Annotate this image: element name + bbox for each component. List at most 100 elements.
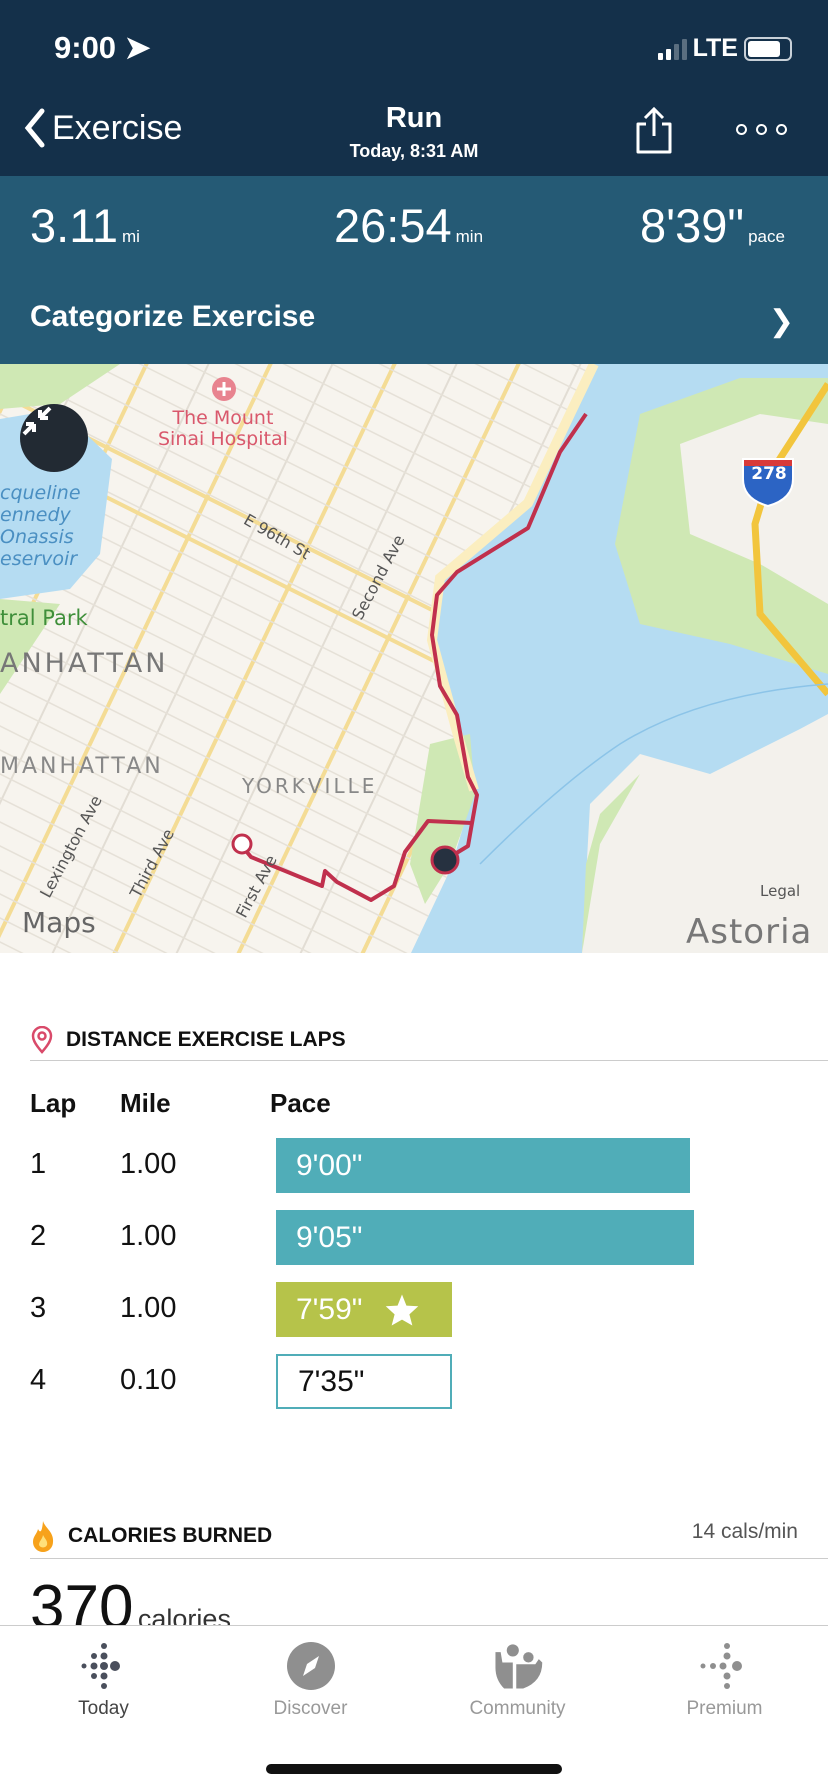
laps-section-header: DISTANCE EXERCISE LAPS xyxy=(30,1026,346,1054)
pace-bar: 9'00" xyxy=(276,1138,691,1193)
lap-mile: 0.10 xyxy=(120,1364,177,1396)
back-label: Exercise xyxy=(52,108,183,147)
street xyxy=(0,651,594,953)
street xyxy=(0,603,594,953)
street xyxy=(0,364,594,745)
route-line xyxy=(240,819,473,902)
chevron-right-icon: ❯ xyxy=(768,305,794,338)
pace-value: 7'35" xyxy=(298,1364,365,1398)
location-pin-icon xyxy=(31,1026,53,1054)
pace-bar: 9'05" xyxy=(276,1210,694,1265)
tab-label: Premium xyxy=(686,1698,763,1719)
tab-label: Community xyxy=(469,1698,566,1719)
back-button[interactable]: Exercise xyxy=(24,108,182,148)
street xyxy=(0,364,594,649)
pace-value: 7'59" xyxy=(296,1292,363,1326)
star-icon xyxy=(386,1293,419,1326)
avenue xyxy=(60,364,444,953)
battery-icon xyxy=(744,36,792,61)
fdr-drive xyxy=(426,364,599,792)
flame-icon xyxy=(33,1521,54,1552)
park-area xyxy=(0,364,120,409)
community-icon xyxy=(495,1644,543,1689)
lap-number: 3 xyxy=(30,1292,47,1324)
lap-number: 4 xyxy=(30,1364,47,1396)
fitbit-dots-icon xyxy=(81,1643,120,1689)
duration-stat: 26:54 min xyxy=(334,199,484,252)
street xyxy=(0,819,594,953)
page-subtitle: Today, 8:31 AM xyxy=(349,141,479,161)
avenue xyxy=(123,364,505,953)
pace-bar: 7'35" xyxy=(276,1354,452,1409)
map-label-manhattan: MANHATTAN xyxy=(0,754,164,779)
map-label-reservoir: cqueline ennedy Onassis eservoir xyxy=(0,482,81,570)
pace-bar: 7'59" xyxy=(276,1282,452,1337)
pace-value: 9'05" xyxy=(296,1220,363,1254)
map-legal-link[interactable]: Legal xyxy=(760,882,801,900)
avenue xyxy=(0,364,257,953)
column-header-pace: Pace xyxy=(270,1088,331,1118)
time-text: 9:00 xyxy=(54,30,117,65)
signal-icon xyxy=(657,38,687,60)
calories-section-header: CALORIES BURNED xyxy=(30,1519,272,1553)
map-label-astoria: Astoria xyxy=(686,912,813,952)
chevron-left-icon xyxy=(24,108,45,148)
network-label: LTE xyxy=(692,34,738,62)
map-label-hospital: The Mount Sinai Hospital xyxy=(158,407,288,450)
calories-title: CALORIES BURNED xyxy=(68,1524,273,1547)
street xyxy=(0,507,594,953)
street xyxy=(0,843,594,953)
column-header-mile: Mile xyxy=(120,1088,171,1118)
street xyxy=(0,627,594,953)
home-indicator[interactable] xyxy=(266,1764,562,1774)
map-label-highway: 278 xyxy=(751,464,787,484)
collapse-map-button[interactable] xyxy=(20,404,88,472)
street xyxy=(0,867,594,953)
street xyxy=(0,579,594,953)
share-icon[interactable] xyxy=(634,106,674,156)
categorize-label: Categorize Exercise xyxy=(30,300,316,333)
more-options-icon[interactable] xyxy=(736,124,787,135)
street xyxy=(0,364,594,697)
street xyxy=(0,675,594,953)
carl-schurz-park xyxy=(410,734,475,904)
status-icons: LTE xyxy=(657,34,792,63)
calories-rate: 14 cals/min xyxy=(691,1520,798,1543)
street xyxy=(0,723,594,953)
status-time: 9:00 ➤ xyxy=(54,30,151,66)
street xyxy=(0,555,594,953)
pace-stat: 8'39" pace xyxy=(640,199,785,252)
street xyxy=(0,771,594,953)
interstate-shield-icon xyxy=(742,458,794,508)
page-title: Run xyxy=(385,102,443,134)
lap-number: 1 xyxy=(30,1148,47,1180)
lap-mile: 1.00 xyxy=(120,1292,177,1324)
route-map[interactable]: The Mount Sinai Hospital cqueline ennedy… xyxy=(0,364,828,953)
park-area xyxy=(582,774,640,953)
avenue xyxy=(0,364,381,953)
map-label-park: tral Park xyxy=(0,606,88,630)
astoria-land xyxy=(582,714,828,953)
map-label-yorkville: YORKVILLE xyxy=(242,774,378,798)
street xyxy=(0,795,594,953)
tab-label: Today xyxy=(78,1698,129,1719)
exercise-summary: 3.11 mi 26:54 min 8'39" pace Categorize Exe… xyxy=(0,176,828,364)
street xyxy=(0,531,594,953)
park-area xyxy=(0,599,60,694)
lap-mile: 1.00 xyxy=(120,1148,177,1180)
avenue xyxy=(184,364,568,953)
route-start-marker xyxy=(231,833,253,855)
compass-icon xyxy=(287,1642,335,1690)
street xyxy=(0,364,594,673)
street xyxy=(0,364,594,769)
pace-value: 9'00" xyxy=(296,1148,363,1182)
divider xyxy=(30,1060,828,1061)
location-arrow-icon: ➤ xyxy=(124,30,151,65)
street xyxy=(0,364,594,625)
divider xyxy=(30,1558,828,1559)
street xyxy=(0,364,594,721)
column-header-lap: Lap xyxy=(30,1088,77,1118)
distance-stat: 3.11 mi xyxy=(30,199,140,252)
map-label-manhattan: ANHATTAN xyxy=(0,648,169,679)
nav-header: 9:00 ➤ LTE Exercise Run Today, 8:31 AM xyxy=(0,0,828,176)
